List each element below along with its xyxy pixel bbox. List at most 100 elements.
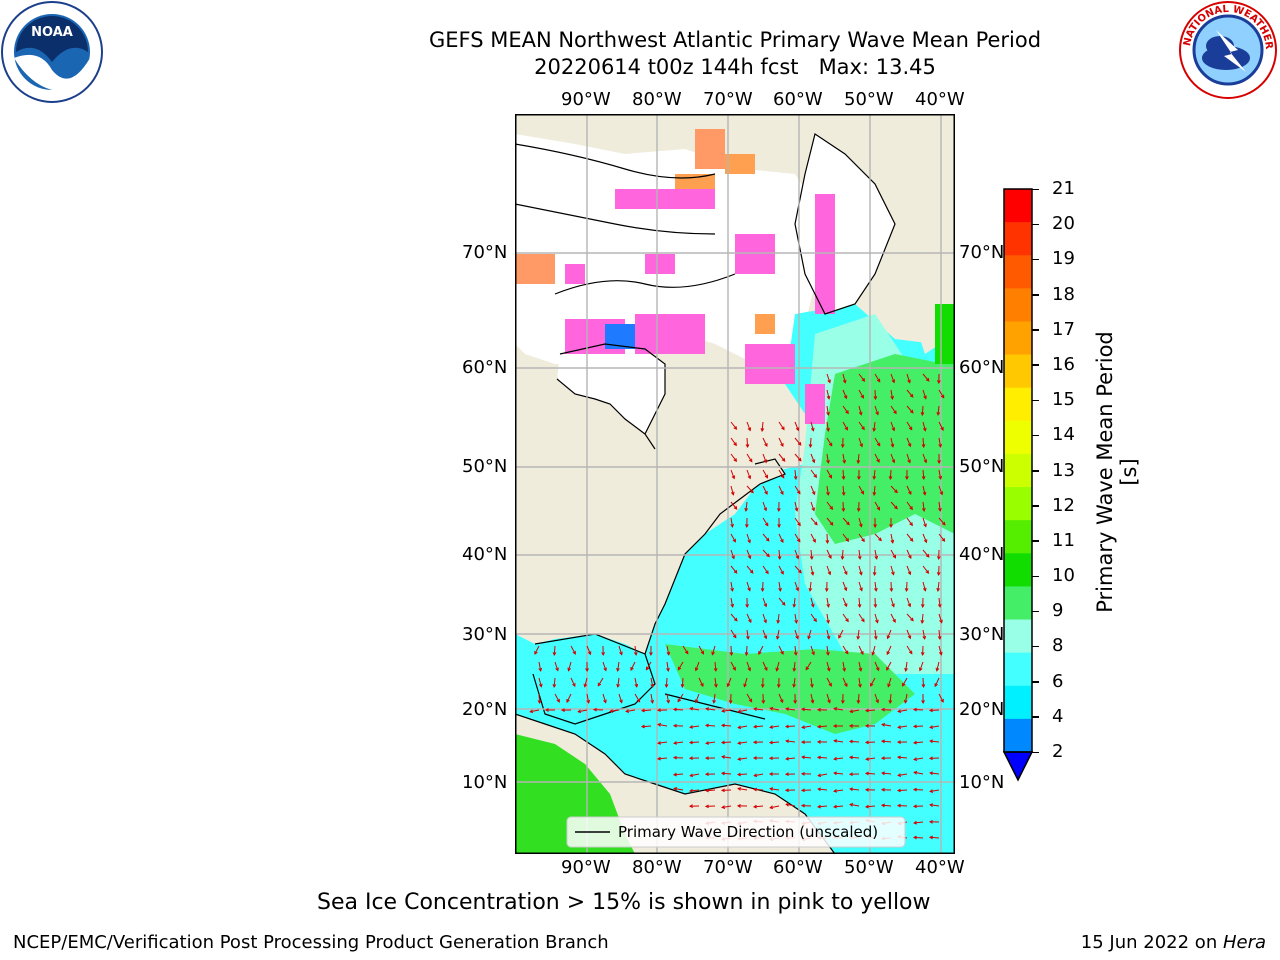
colorbar-tick-label: 19 — [1052, 248, 1075, 270]
wave-arrow — [730, 661, 736, 671]
wave-arrow — [906, 597, 911, 607]
wave-arrow-head — [544, 708, 549, 712]
wave-arrow-head — [811, 507, 815, 512]
wave-arrow-head — [688, 740, 693, 745]
wave-arrow — [938, 597, 941, 607]
wave-arrow — [738, 757, 748, 760]
wave-arrow — [810, 421, 814, 431]
wave-arrow — [922, 453, 927, 463]
wave-arrow — [761, 421, 764, 432]
wave-arrow-head — [939, 619, 943, 624]
lat-label-right-6: 10°N — [959, 772, 1005, 793]
wave-arrow-head — [749, 569, 754, 574]
wave-arrow — [817, 756, 828, 759]
wave-arrow-head — [700, 650, 705, 655]
wave-arrow — [673, 708, 684, 711]
wave-arrow — [874, 533, 882, 541]
wave-arrow — [890, 485, 898, 493]
wave-arrow-head — [730, 603, 735, 608]
wave-arrow — [838, 629, 844, 639]
wave-arrow — [674, 788, 684, 791]
wave-arrow — [857, 629, 860, 639]
wave-arrow-head — [865, 757, 870, 761]
wave-arrow-head — [843, 395, 848, 400]
wave-arrow-head — [810, 427, 815, 432]
lon-label-top-0: 90°W — [561, 89, 611, 110]
wave-arrow — [770, 788, 780, 791]
wave-arrow-head — [737, 709, 742, 714]
wave-arrow — [690, 707, 700, 711]
wave-arrow — [826, 437, 833, 446]
wave-arrow — [762, 581, 764, 592]
wave-arrow — [930, 740, 940, 743]
colorbar-cell — [1004, 354, 1032, 389]
wave-arrow — [794, 645, 797, 655]
wave-arrow — [778, 453, 786, 462]
wave-arrow-head — [920, 412, 925, 417]
wave-arrow-head — [925, 570, 930, 574]
wave-arrow-head — [760, 588, 765, 593]
wave-arrow-head — [923, 459, 928, 464]
wave-arrow — [842, 661, 846, 671]
wave-arrow-head — [825, 651, 830, 656]
wave-arrow — [849, 756, 860, 759]
wave-arrow — [776, 629, 780, 639]
colorbar-cell — [1004, 718, 1032, 753]
wave-arrow-head — [875, 411, 879, 416]
wave-arrow-head — [587, 651, 592, 656]
wave-arrow — [826, 645, 829, 655]
wave-arrow-head — [817, 787, 822, 792]
wave-arrow-head — [538, 683, 543, 688]
wave-arrow-head — [864, 708, 869, 713]
wave-arrow-head — [689, 788, 693, 793]
wave-arrow-head — [810, 699, 815, 704]
wave-arrow — [770, 707, 780, 711]
wave-arrow — [834, 740, 844, 743]
wave-arrow-head — [752, 804, 757, 809]
wave-arrow-head — [748, 458, 753, 463]
wave-arrow-head — [856, 699, 861, 705]
wave-arrow-head — [872, 572, 877, 577]
wave-arrow — [658, 741, 668, 744]
wave-arrow-head — [908, 491, 912, 496]
wave-arrow-head — [768, 772, 773, 776]
colorbar-tick-label: 10 — [1052, 565, 1075, 587]
wave-arrow-head — [781, 426, 785, 431]
wave-arrow — [886, 661, 892, 671]
wave-arrow-head — [775, 667, 780, 672]
wave-arrow-head — [529, 709, 534, 714]
lon-label-bottom-3: 60°W — [773, 857, 823, 878]
wave-arrow-head — [784, 724, 789, 729]
wave-arrow-head — [845, 618, 849, 623]
wave-arrow — [890, 389, 893, 399]
wave-arrow — [882, 772, 892, 775]
wave-arrow — [753, 788, 764, 791]
wave-arrow-head — [778, 587, 782, 592]
wave-arrow-head — [826, 395, 831, 400]
wave-arrow-head — [744, 524, 749, 529]
wave-arrow — [873, 485, 876, 496]
wave-arrow-head — [780, 474, 785, 479]
wave-arrow — [874, 581, 877, 591]
wave-arrow-head — [763, 635, 768, 640]
wave-arrow — [889, 469, 892, 480]
wave-arrow — [938, 693, 944, 703]
wave-arrow-head — [856, 636, 861, 640]
wave-arrow — [586, 645, 591, 655]
wave-arrow — [906, 421, 913, 430]
wave-arrow-head — [929, 803, 934, 807]
wave-arrow-head — [732, 634, 737, 639]
wave-arrow — [938, 501, 941, 511]
wave-arrow — [922, 677, 924, 688]
wave-arrow — [762, 629, 767, 639]
wave-arrow-head — [896, 755, 901, 760]
wave-arrow-head — [873, 604, 878, 609]
wave-arrow-head — [889, 524, 893, 529]
wave-arrow-head — [748, 619, 752, 624]
wave-arrow-head — [937, 507, 942, 512]
wave-arrow — [586, 693, 590, 703]
wave-arrow — [730, 613, 738, 622]
wave-arrow-head — [875, 619, 879, 624]
wave-arrow — [786, 740, 796, 743]
wave-arrow-head — [704, 772, 709, 777]
